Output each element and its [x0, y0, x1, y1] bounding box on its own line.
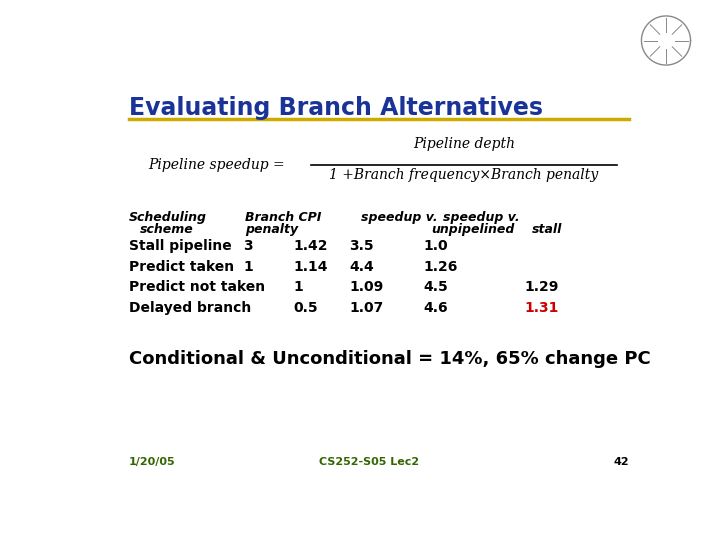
Text: 1.14: 1.14: [294, 260, 328, 274]
Text: 0.5: 0.5: [294, 301, 318, 315]
Text: Scheduling: Scheduling: [129, 211, 207, 224]
Text: 1.0: 1.0: [423, 239, 448, 253]
Text: 3: 3: [243, 239, 253, 253]
Text: Pipeline speedup =: Pipeline speedup =: [148, 158, 289, 172]
Text: 1: 1: [294, 280, 304, 294]
Text: 1.42: 1.42: [294, 239, 328, 253]
Text: Predict taken: Predict taken: [129, 260, 234, 274]
Text: 4.6: 4.6: [423, 301, 448, 315]
Text: 4.4: 4.4: [350, 260, 374, 274]
Text: 1/20/05: 1/20/05: [129, 457, 176, 467]
Text: 4.5: 4.5: [423, 280, 448, 294]
Text: Delayed branch: Delayed branch: [129, 301, 251, 315]
Text: speedup v.: speedup v.: [361, 211, 438, 224]
Text: Branch CPI: Branch CPI: [245, 211, 321, 224]
Text: 3.5: 3.5: [350, 239, 374, 253]
Text: stall: stall: [532, 222, 562, 235]
Text: Conditional & Unconditional = 14%, 65% change PC: Conditional & Unconditional = 14%, 65% c…: [129, 350, 650, 368]
Text: Predict not taken: Predict not taken: [129, 280, 265, 294]
Text: 1.29: 1.29: [524, 280, 559, 294]
Text: 1.31: 1.31: [524, 301, 559, 315]
Text: 42: 42: [613, 457, 629, 467]
Text: unpipelined: unpipelined: [431, 222, 514, 235]
Text: penalty: penalty: [245, 222, 298, 235]
Text: speedup v.: speedup v.: [443, 211, 519, 224]
Text: CS252-S05 Lec2: CS252-S05 Lec2: [319, 457, 419, 467]
Text: 1.26: 1.26: [423, 260, 458, 274]
Text: 1.07: 1.07: [350, 301, 384, 315]
Text: 1.09: 1.09: [350, 280, 384, 294]
Text: Evaluating Branch Alternatives: Evaluating Branch Alternatives: [129, 96, 543, 119]
Text: scheme: scheme: [140, 222, 194, 235]
Text: 1 +Branch frequency×Branch penalty: 1 +Branch frequency×Branch penalty: [329, 168, 598, 182]
Text: Stall pipeline: Stall pipeline: [129, 239, 232, 253]
Text: Pipeline depth: Pipeline depth: [413, 137, 515, 151]
Text: 1: 1: [243, 260, 253, 274]
